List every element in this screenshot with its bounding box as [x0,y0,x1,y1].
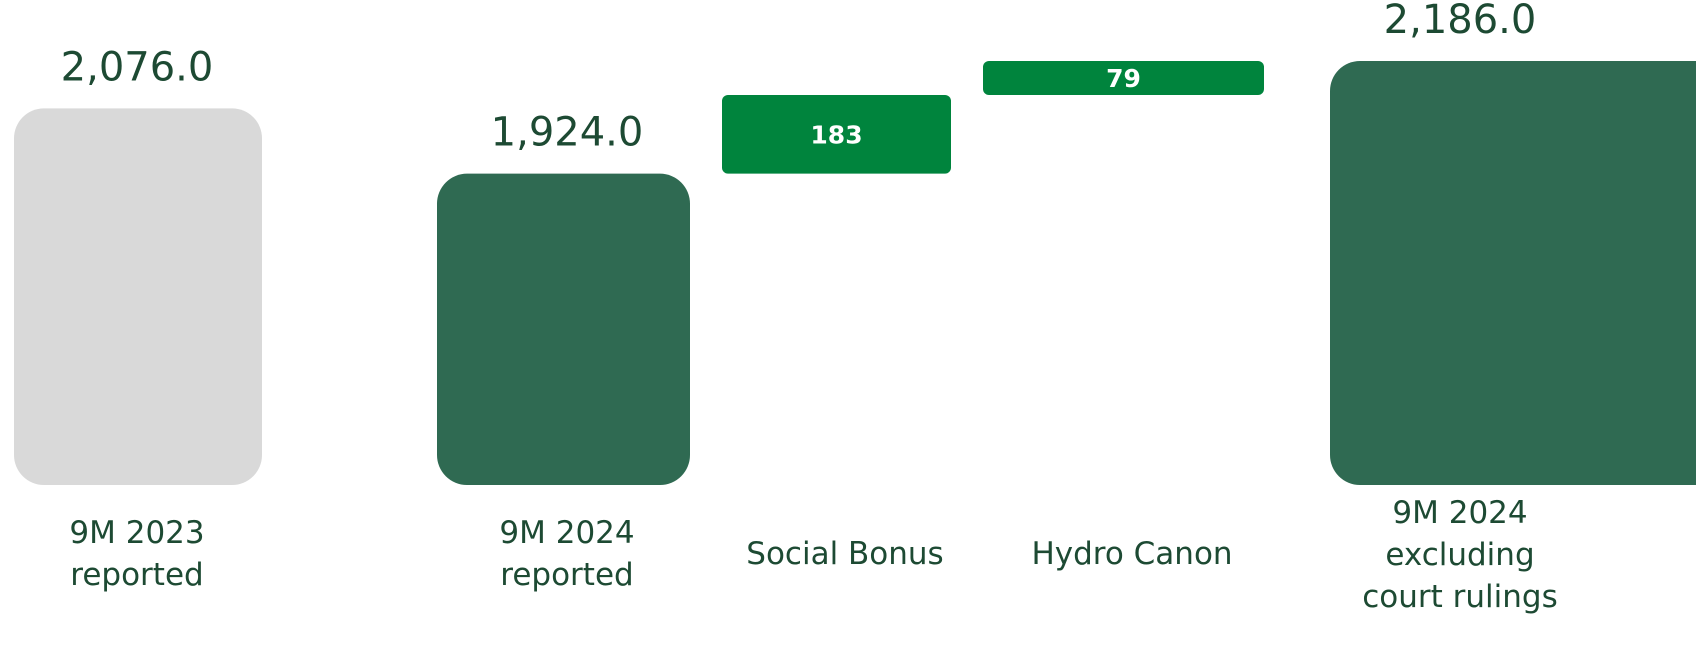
x-tick-label: 9M 2024 reported [499,515,635,593]
data-label: 183 [810,120,862,149]
x-tick-label: 9M 2023 reported [69,515,205,593]
data-label: 2,186.0 [1384,0,1537,43]
data-label: 1,924.0 [491,110,644,156]
x-tick-label: Social Bonus [746,536,944,572]
x-tick-label: 9M 2024 excluding court rulings [1362,495,1558,615]
bar [983,61,1264,95]
data-label: 2,076.0 [61,44,214,90]
bar [437,173,690,485]
x-tick-label: Hydro Canon [1031,536,1233,572]
data-label: 79 [1106,64,1141,93]
bar [14,108,262,485]
bar [722,94,951,174]
bar [1330,61,1696,485]
